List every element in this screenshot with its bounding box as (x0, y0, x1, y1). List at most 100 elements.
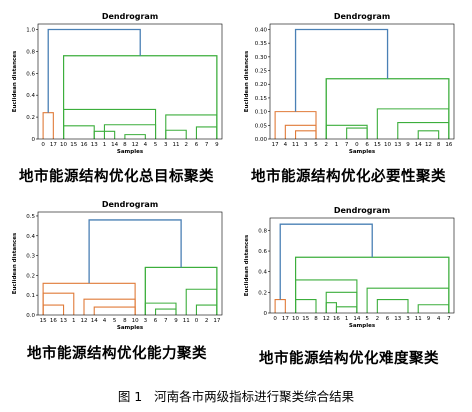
x-axis-label: Samples (349, 149, 376, 155)
root-link (279, 223, 373, 300)
leaf-label: 4 (144, 142, 148, 148)
leaf-label: 6 (195, 142, 199, 148)
leaf-label: 13 (394, 316, 401, 322)
leaf-label: 13 (394, 142, 401, 148)
leaf-label: 15 (70, 142, 77, 148)
leaf-label: 16 (81, 142, 88, 148)
cluster-2-link (325, 302, 337, 313)
y-tick-label: 0.8 (26, 49, 35, 55)
leaf-label: 8 (123, 142, 127, 148)
y-tick-label: 0.10 (255, 110, 268, 116)
leaf-label: 10 (292, 316, 299, 322)
leaf-label: 9 (215, 142, 219, 148)
root-link (47, 28, 141, 113)
plot-frame (37, 23, 223, 140)
panel-caption-3: 地市能源结构优化能力聚类 (27, 346, 207, 362)
cluster-2-link (376, 299, 409, 313)
leaf-label: 15 (40, 318, 47, 324)
cluster-1-link (284, 124, 317, 139)
y-tick-label: 0.2 (258, 290, 267, 296)
cluster-2-link (63, 125, 95, 139)
dendrogram-panel-1: Dendrogram 0 0.2 0.4 0.6 0.8 1.0 Euclidean dist… (4, 6, 226, 158)
y-tick-label: 0.30 (255, 55, 268, 61)
leaf-label: 17 (272, 142, 279, 148)
leaf-label: 1 (103, 142, 107, 148)
x-axis-label: Samples (117, 325, 144, 331)
leaf-label: 7 (447, 316, 451, 322)
y-tick-label: 0.2 (26, 273, 35, 279)
y-tick-label: 0.5 (26, 214, 35, 220)
cluster-2-link (144, 266, 218, 315)
plot-frame (37, 211, 223, 316)
y-tick-label: 0.00 (255, 137, 268, 143)
leaf-label: 4 (103, 318, 107, 324)
leaf-label: 4 (437, 316, 441, 322)
leaf-label: 3 (304, 142, 308, 148)
y-axis-label: Euclidean distances (12, 50, 18, 112)
dendrogram-svg-1: Dendrogram 0 0.2 0.4 0.6 0.8 1.0 Euclidean dist… (12, 12, 223, 155)
cluster-1-link (42, 292, 75, 315)
x-axis-label: Samples (117, 149, 144, 155)
leaf-label: 10 (60, 142, 67, 148)
chart-title: Dendrogram (102, 12, 158, 21)
leaf-label: 2 (324, 142, 328, 148)
leaf-label: 17 (213, 318, 220, 324)
leaf-label: 11 (415, 316, 422, 322)
leaf-label: 8 (123, 318, 127, 324)
y-axis-label: Euclidean distances (244, 234, 250, 296)
leaf-label: 2 (376, 316, 380, 322)
cluster-2-link (93, 130, 116, 139)
leaf-label: 9 (174, 318, 178, 324)
y-tick-label: 0.6 (258, 249, 267, 255)
panel-caption-4: 地市能源结构优化难度聚类 (259, 351, 439, 367)
y-tick-label: 0.35 (255, 41, 268, 47)
leaf-label: 0 (41, 142, 45, 148)
dendrogram-panel-4: Dendrogram 0 0.2 0.4 0.6 0.8 Euclidean distanc… (236, 206, 458, 334)
cluster-2-link (417, 130, 440, 139)
y-tick-label: 0.6 (26, 71, 35, 77)
figure-caption: 图 1 河南各市两级指标进行聚类综合结果 (117, 389, 355, 404)
leaf-label: 0 (355, 142, 359, 148)
dendrogram-panel-3: Dendrogram 0.0 0.1 0.2 0.3 0.4 0.5 Euclidean di… (4, 196, 226, 334)
y-axis-label: Euclidean distances (12, 232, 18, 294)
panel-caption-2: 地市能源结构优化必要性聚类 (251, 169, 446, 185)
root-link (294, 28, 389, 112)
cluster-2-top-link (63, 55, 218, 139)
leaf-label: 14 (415, 142, 422, 148)
leaf-label: 9 (427, 316, 431, 322)
y-tick-label: 0.4 (258, 270, 267, 276)
leaf-label: 11 (173, 142, 180, 148)
cluster-2-link (63, 55, 218, 139)
leaf-label: 17 (50, 142, 57, 148)
cluster-2-link (295, 299, 317, 313)
leaf-label: 6 (386, 316, 390, 322)
leaf-label: 9 (406, 142, 410, 148)
cluster-1-top-link (274, 299, 286, 313)
leaf-label: 5 (365, 316, 369, 322)
leaf-label: 10 (384, 142, 391, 148)
leaf-label: 3 (406, 316, 410, 322)
y-axis-label: Euclidean distances (244, 50, 250, 112)
dendrogram-svg-3: Dendrogram 0.0 0.1 0.2 0.3 0.4 0.5 Euclidean di… (12, 200, 223, 331)
leaf-label: 12 (132, 142, 139, 148)
cluster-2-top-link (144, 266, 218, 315)
y-tick-label: 0.4 (26, 93, 35, 99)
cluster-2-link (417, 304, 450, 313)
y-tick-label: 1.0 (26, 27, 35, 33)
leaf-label: 10 (132, 318, 139, 324)
dendrogram-svg-4: Dendrogram 0 0.2 0.4 0.6 0.8 Euclidean distanc… (244, 206, 455, 329)
y-tick-label: 0.0 (26, 313, 35, 319)
chart-title: Dendrogram (102, 200, 158, 209)
cluster-1-link (93, 306, 136, 315)
leaf-label: 1 (335, 142, 339, 148)
y-tick-label: 0.1 (26, 293, 35, 299)
leaf-label: 4 (284, 142, 288, 148)
leaf-label: 11 (292, 142, 299, 148)
leaf-label: 3 (164, 142, 168, 148)
y-tick-label: 0.2 (26, 115, 35, 121)
y-tick-label: 0.20 (255, 82, 268, 88)
cluster-2-link (335, 306, 358, 313)
leaf-label: 13 (60, 318, 67, 324)
leaf-label: 14 (91, 318, 98, 324)
y-tick-label: 0.8 (258, 228, 267, 234)
